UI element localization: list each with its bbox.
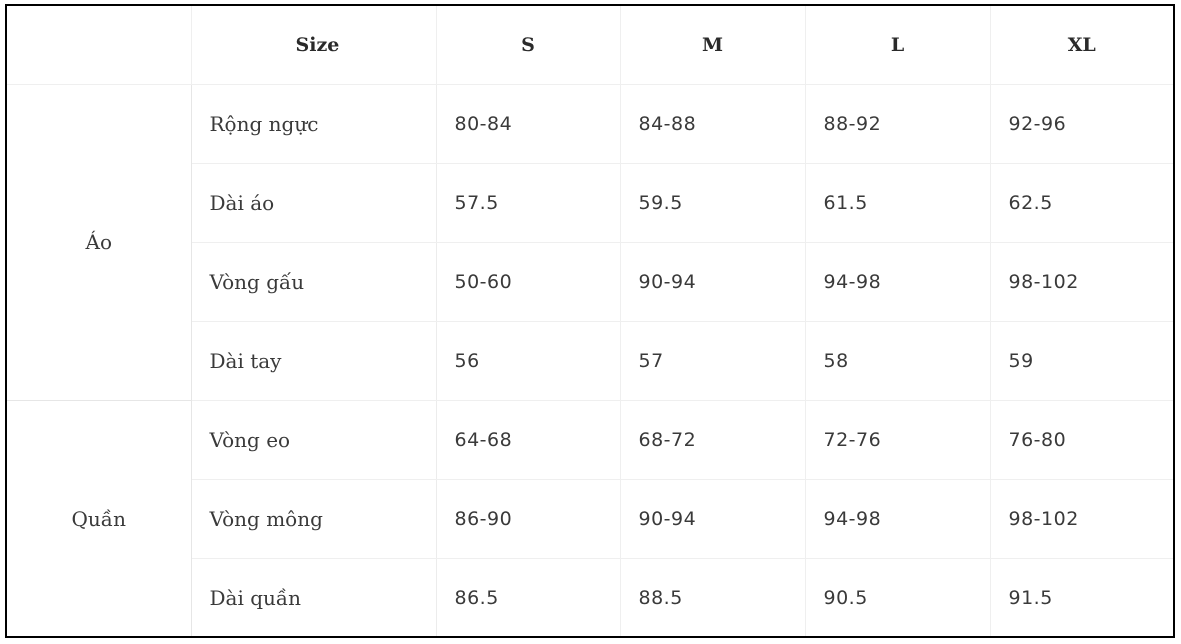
value-cell-s: 50-60	[436, 242, 621, 322]
header-size-xl: XL	[990, 6, 1173, 85]
value-cell-xl: 62.5	[990, 163, 1173, 243]
size-chart-frame: Size S M L XL Áo Rộng ngực 80-84 84-88 8…	[5, 4, 1175, 638]
measurement-label: Dài áo	[191, 163, 437, 243]
header-row: Size S M L XL	[7, 6, 1173, 85]
group-label-ao: Áo	[7, 84, 192, 401]
value-cell-m: 90-94	[620, 242, 806, 322]
measurement-label: Dài tay	[191, 321, 437, 401]
measurement-label: Rộng ngực	[191, 84, 437, 164]
table-row: Quần Vòng eo 64-68 68-72 72-76 76-80	[7, 400, 1173, 636]
header-corner-cell	[7, 6, 192, 85]
value-cell-m: 59.5	[620, 163, 806, 243]
table-row: Áo Rộng ngực 80-84 84-88 88-92 92-96	[7, 84, 1173, 401]
measurement-label: Vòng eo	[191, 400, 437, 480]
value-cell-xl: 59	[990, 321, 1173, 401]
size-chart-table: Size S M L XL Áo Rộng ngực 80-84 84-88 8…	[7, 6, 1173, 636]
header-size-s: S	[436, 6, 621, 85]
value-cell-m: 57	[620, 321, 806, 401]
measurement-label: Dài quần	[191, 558, 437, 636]
value-cell-l: 72-76	[805, 400, 991, 480]
value-cell-s: 86-90	[436, 479, 621, 559]
value-cell-s: 64-68	[436, 400, 621, 480]
table-row: Dài tay 56 57 58 59	[7, 321, 1173, 401]
table-row: Dài áo 57.5 59.5 61.5 62.5	[7, 163, 1173, 243]
value-cell-s: 80-84	[436, 84, 621, 164]
table-row: Vòng gấu 50-60 90-94 94-98 98-102	[7, 242, 1173, 322]
value-cell-l: 88-92	[805, 84, 991, 164]
value-cell-xl: 98-102	[990, 479, 1173, 559]
table-row: Vòng mông 86-90 90-94 94-98 98-102	[7, 479, 1173, 559]
value-cell-l: 90.5	[805, 558, 991, 636]
value-cell-xl: 92-96	[990, 84, 1173, 164]
measurement-label: Vòng gấu	[191, 242, 437, 322]
value-cell-m: 88.5	[620, 558, 806, 636]
group-label-quan: Quần	[7, 400, 192, 636]
value-cell-m: 90-94	[620, 479, 806, 559]
header-size: Size	[191, 6, 437, 85]
value-cell-l: 94-98	[805, 242, 991, 322]
value-cell-s: 86.5	[436, 558, 621, 636]
value-cell-m: 68-72	[620, 400, 806, 480]
header-size-l: L	[805, 6, 991, 85]
value-cell-l: 61.5	[805, 163, 991, 243]
value-cell-l: 58	[805, 321, 991, 401]
measurement-label: Vòng mông	[191, 479, 437, 559]
value-cell-m: 84-88	[620, 84, 806, 164]
value-cell-xl: 98-102	[990, 242, 1173, 322]
value-cell-xl: 91.5	[1008, 586, 1053, 609]
value-cell-s: 57.5	[436, 163, 621, 243]
header-size-m: M	[620, 6, 806, 85]
value-cell-l: 94-98	[805, 479, 991, 559]
value-cell-xl: 76-80	[990, 400, 1173, 480]
value-cell-s: 56	[436, 321, 621, 401]
table-row: Dài quần 86.5 88.5 90.5 91.5	[7, 558, 1173, 636]
